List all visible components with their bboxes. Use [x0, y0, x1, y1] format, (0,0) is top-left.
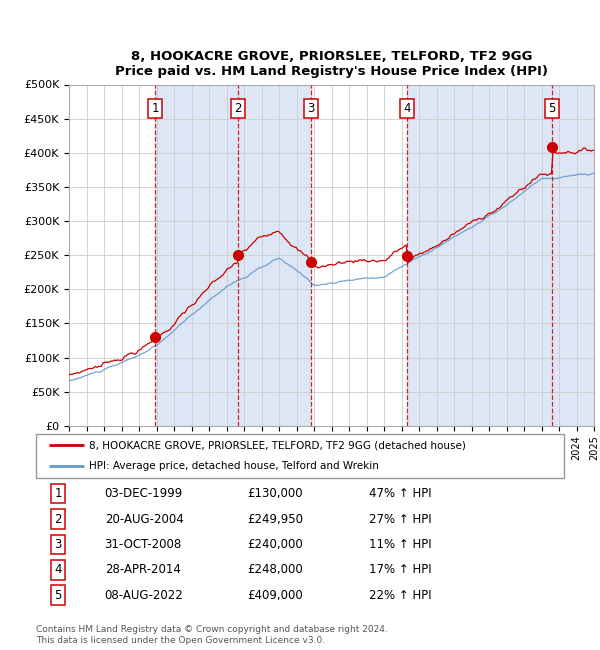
Text: 5: 5 — [55, 589, 62, 602]
Text: 4: 4 — [55, 563, 62, 577]
Text: 22% ↑ HPI: 22% ↑ HPI — [368, 589, 431, 602]
Text: 03-DEC-1999: 03-DEC-1999 — [104, 488, 183, 500]
Bar — [155, 84, 311, 426]
Text: 20-AUG-2004: 20-AUG-2004 — [104, 512, 184, 525]
Text: 17% ↑ HPI: 17% ↑ HPI — [368, 563, 431, 577]
Text: 2: 2 — [234, 102, 241, 115]
FancyBboxPatch shape — [36, 434, 564, 478]
Text: 4: 4 — [403, 102, 411, 115]
Text: £240,000: £240,000 — [247, 538, 303, 551]
Text: £248,000: £248,000 — [247, 563, 303, 577]
Text: 11% ↑ HPI: 11% ↑ HPI — [368, 538, 431, 551]
Text: 5: 5 — [548, 102, 556, 115]
Text: 47% ↑ HPI: 47% ↑ HPI — [368, 488, 431, 500]
Text: 28-APR-2014: 28-APR-2014 — [104, 563, 181, 577]
Text: £130,000: £130,000 — [247, 488, 303, 500]
Text: £249,950: £249,950 — [247, 512, 303, 525]
Text: 2: 2 — [55, 512, 62, 525]
Text: 08-AUG-2022: 08-AUG-2022 — [104, 589, 184, 602]
Text: 8, HOOKACRE GROVE, PRIORSLEE, TELFORD, TF2 9GG (detached house): 8, HOOKACRE GROVE, PRIORSLEE, TELFORD, T… — [89, 441, 466, 450]
Text: 27% ↑ HPI: 27% ↑ HPI — [368, 512, 431, 525]
Text: 1: 1 — [151, 102, 159, 115]
Text: HPI: Average price, detached house, Telford and Wrekin: HPI: Average price, detached house, Telf… — [89, 461, 379, 471]
Text: Contains HM Land Registry data © Crown copyright and database right 2024.
This d: Contains HM Land Registry data © Crown c… — [36, 625, 388, 645]
Text: 3: 3 — [55, 538, 62, 551]
Bar — [407, 84, 600, 426]
Text: 1: 1 — [55, 488, 62, 500]
Title: 8, HOOKACRE GROVE, PRIORSLEE, TELFORD, TF2 9GG
Price paid vs. HM Land Registry's: 8, HOOKACRE GROVE, PRIORSLEE, TELFORD, T… — [115, 50, 548, 78]
Text: 31-OCT-2008: 31-OCT-2008 — [104, 538, 182, 551]
Text: 3: 3 — [307, 102, 315, 115]
Text: £409,000: £409,000 — [247, 589, 303, 602]
